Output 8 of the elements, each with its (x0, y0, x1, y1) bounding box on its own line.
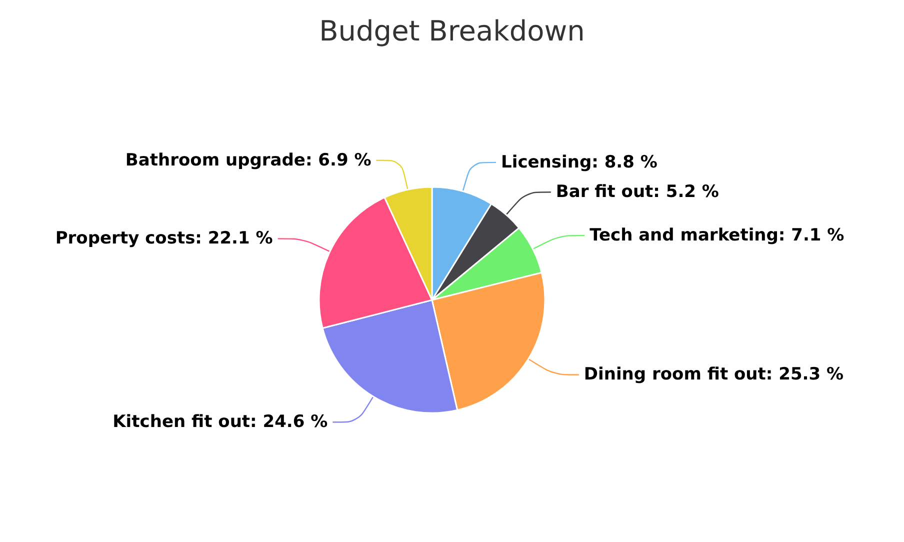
slice-label: Tech and marketing: 7.1 % (590, 225, 844, 246)
slice-label: Bar fit out: 5.2 % (556, 182, 719, 202)
slice-label: Bathroom upgrade: 6.9 % (125, 150, 372, 170)
chart-title: Budget Breakdown (319, 14, 585, 48)
slice-label: Kitchen fit out: 24.6 % (112, 412, 328, 432)
slice-label: Dining room fit out: 25.3 % (584, 364, 844, 385)
slice-label: Property costs: 22.1 % (55, 228, 273, 249)
slice-label: Licensing: 8.8 % (501, 152, 658, 172)
